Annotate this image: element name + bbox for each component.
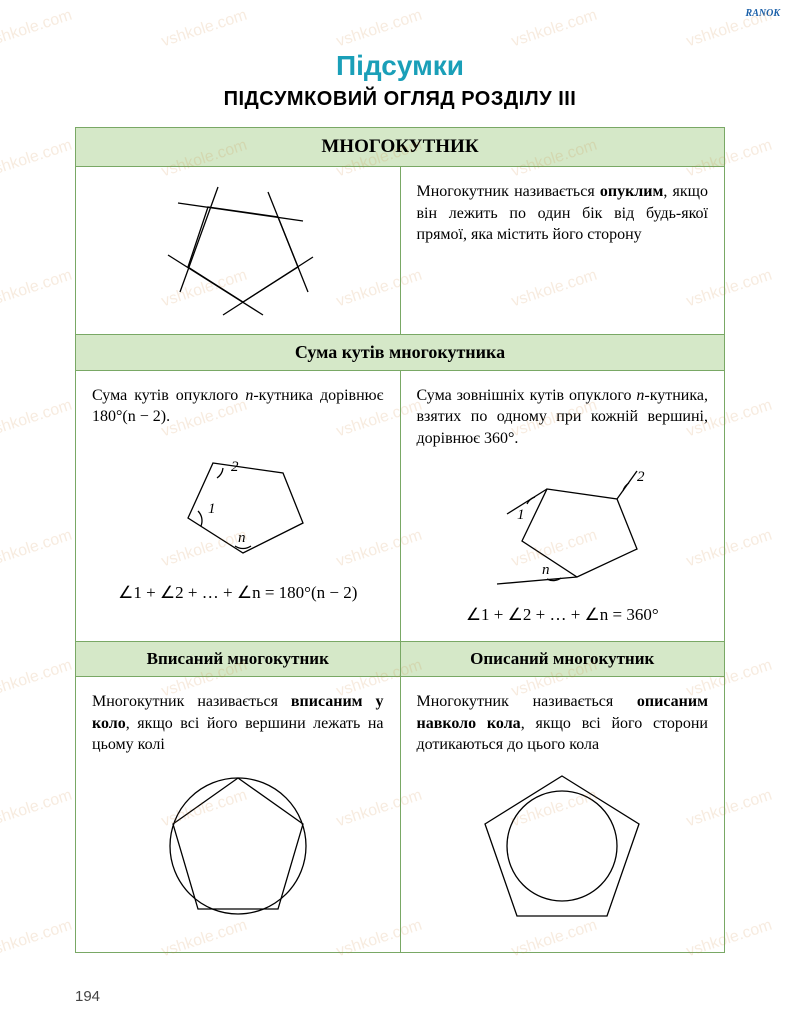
angle-label-n: n (542, 562, 550, 578)
title-sub: ПІДСУМКОВИЙ ОГЛЯД РОЗДІЛУ III (75, 88, 725, 111)
section1-header: МНОГОКУТНИК (76, 128, 725, 167)
publisher-logo: RANOK (746, 8, 780, 19)
angle-label-2: 2 (637, 469, 645, 485)
section1-figure-cell (76, 167, 401, 335)
formula-interior: ∠1 + ∠2 + … + ∠n = 180°(n − 2) (92, 582, 384, 605)
formula-exterior: ∠1 + ∠2 + … + ∠n = 360° (417, 604, 709, 627)
text: Сума кутів опуклого (92, 387, 245, 404)
section2-header: Сума кутів многокутника (76, 334, 725, 370)
text: Многокутник називається (417, 693, 637, 710)
section1-text: Многокутник називається опуклим, якщо ві… (400, 167, 725, 335)
inscribed-polygon-figure (143, 766, 333, 926)
section3-right-header: Описаний многокутник (400, 641, 725, 676)
angle-label-n: n (238, 530, 246, 546)
page-content: Підсумки ПІДСУМКОВИЙ ОГЛЯД РОЗДІЛУ III М… (0, 0, 800, 973)
section3-left: Многокутник називається вписаним у коло,… (76, 676, 401, 952)
section3-left-header: Вписаний многокутник (76, 641, 401, 676)
text: Многокутник називається (417, 183, 600, 200)
title-main: Підсумки (75, 50, 725, 82)
section2-left: Сума кутів опуклого n -кутника дорівнює 1… (76, 370, 401, 641)
circumscribed-polygon-figure (467, 766, 657, 926)
angle-label-1: 1 (208, 501, 216, 517)
page-number: 194 (75, 988, 100, 1005)
text: Сума зовнішніх кутів опуклого (417, 387, 637, 404)
section2-right: Сума зовнішніх кутів опуклого n-кутника,… (400, 370, 725, 641)
summary-table: МНОГОКУТНИК (75, 127, 725, 953)
section3-right: Многокутник називається описаним навколо… (400, 676, 725, 952)
text: Многокутник називається (92, 693, 291, 710)
text-bold: опуклим (600, 183, 664, 200)
angle-label-1: 1 (517, 507, 525, 523)
text: , якщо всі його вершини лежать на цьому … (92, 715, 384, 754)
convex-polygon-figure (148, 177, 328, 317)
exterior-angles-figure: 1 2 n (457, 459, 667, 589)
interior-angles-figure: 1 2 n (143, 438, 333, 568)
text: -кутника дорівнює (253, 387, 383, 404)
angle-label-2: 2 (231, 459, 239, 475)
formula-inline: 180°(n − 2) (92, 408, 166, 425)
